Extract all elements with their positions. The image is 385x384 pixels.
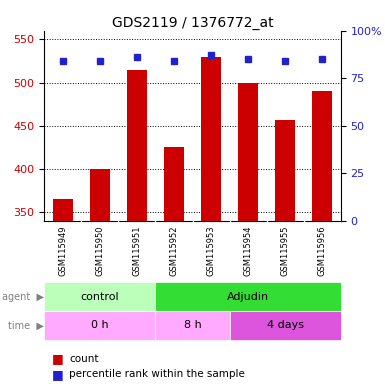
Text: agent  ▶: agent ▶	[2, 291, 44, 302]
Text: control: control	[80, 291, 119, 302]
Text: GSM115954: GSM115954	[244, 226, 253, 276]
Bar	[156, 311, 229, 340]
Text: ■: ■	[52, 368, 64, 381]
Text: 0 h: 0 h	[91, 320, 109, 331]
Title: GDS2119 / 1376772_at: GDS2119 / 1376772_at	[112, 16, 273, 30]
Text: GSM115955: GSM115955	[281, 226, 290, 276]
Text: count: count	[69, 354, 99, 364]
Text: GSM115952: GSM115952	[169, 226, 179, 276]
Bar	[164, 147, 184, 221]
Text: Adjudin: Adjudin	[227, 291, 269, 302]
Bar	[229, 311, 341, 340]
Bar	[90, 169, 110, 221]
Text: time  ▶: time ▶	[8, 320, 44, 331]
Bar	[53, 199, 73, 221]
Text: percentile rank within the sample: percentile rank within the sample	[69, 369, 245, 379]
Bar	[127, 70, 147, 221]
Text: 8 h: 8 h	[184, 320, 201, 331]
Bar	[44, 311, 156, 340]
Bar	[44, 282, 156, 311]
Text: GSM115950: GSM115950	[95, 226, 104, 276]
Text: GSM115949: GSM115949	[58, 226, 67, 276]
Text: 4 days: 4 days	[267, 320, 304, 331]
Bar	[201, 56, 221, 221]
Bar	[156, 282, 341, 311]
Text: GSM115951: GSM115951	[132, 226, 141, 276]
Text: GSM115956: GSM115956	[318, 226, 327, 276]
Bar	[238, 83, 258, 221]
Text: GSM115953: GSM115953	[206, 226, 216, 276]
Bar	[312, 91, 332, 221]
Bar	[275, 120, 295, 221]
Text: ■: ■	[52, 353, 64, 366]
